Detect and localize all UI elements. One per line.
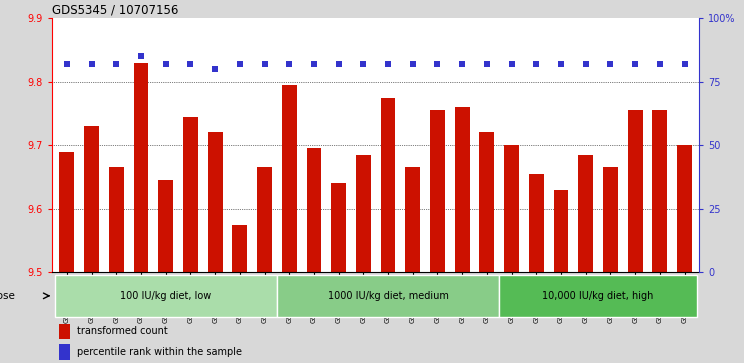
Text: 10,000 IU/kg diet, high: 10,000 IU/kg diet, high (542, 291, 654, 301)
Bar (59, 324, 70, 339)
Bar (578, 155, 593, 272)
Text: transformed count: transformed count (77, 326, 167, 336)
Text: 100 IU/kg diet, low: 100 IU/kg diet, low (120, 291, 211, 301)
Bar (652, 110, 667, 272)
Bar (455, 107, 469, 272)
Bar (504, 145, 519, 272)
Bar (628, 110, 643, 272)
Bar (307, 148, 321, 272)
Bar (554, 189, 568, 272)
Bar (430, 110, 445, 272)
Text: GDS5345 / 10707156: GDS5345 / 10707156 (52, 4, 179, 17)
Bar (677, 145, 692, 272)
Bar (277, 274, 499, 317)
Bar (282, 85, 297, 272)
Bar (54, 274, 277, 317)
Text: percentile rank within the sample: percentile rank within the sample (77, 347, 242, 357)
Bar (529, 174, 544, 272)
Text: dose: dose (0, 291, 15, 301)
Bar (158, 180, 173, 272)
Bar (499, 274, 697, 317)
Bar (356, 155, 371, 272)
Bar (208, 132, 222, 272)
Bar (84, 126, 99, 272)
Bar (405, 167, 420, 272)
Bar (479, 132, 494, 272)
Bar (109, 167, 124, 272)
Bar (183, 117, 198, 272)
Bar (60, 152, 74, 272)
Bar (331, 183, 346, 272)
Bar (59, 344, 70, 359)
Bar (232, 225, 247, 272)
Bar (134, 63, 149, 272)
Bar (603, 167, 618, 272)
Bar (257, 167, 272, 272)
Bar (381, 98, 396, 272)
Text: 1000 IU/kg diet, medium: 1000 IU/kg diet, medium (327, 291, 449, 301)
